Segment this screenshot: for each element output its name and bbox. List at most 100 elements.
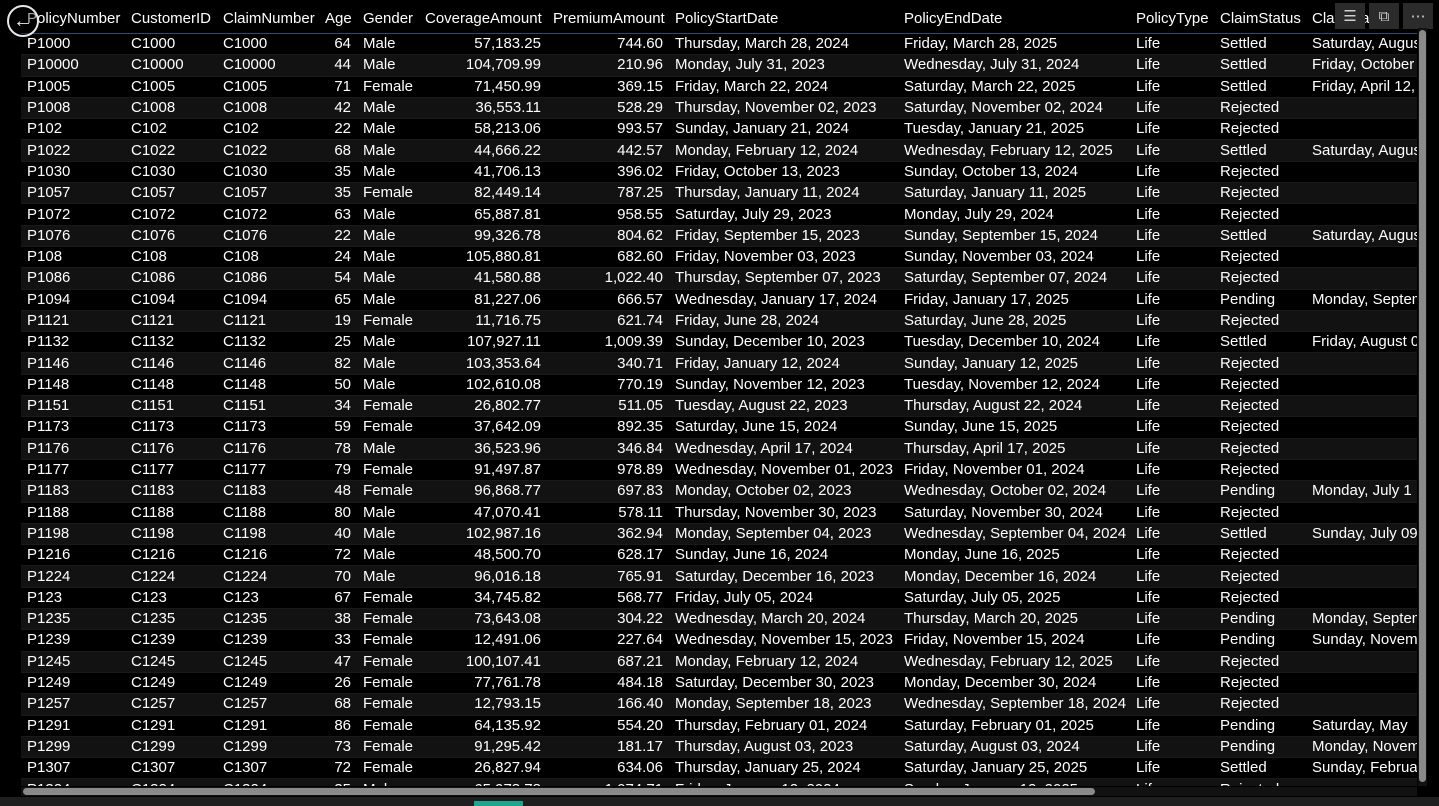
table-cell[interactable]: C10000 bbox=[125, 54, 217, 77]
table-cell[interactable]: 362.94 bbox=[547, 523, 669, 546]
table-cell[interactable]: P102 bbox=[21, 118, 125, 141]
table-cell[interactable]: P1224 bbox=[21, 565, 125, 588]
table-cell[interactable]: 340.71 bbox=[547, 352, 669, 375]
table-cell[interactable]: P1094 bbox=[21, 289, 125, 311]
table-cell[interactable]: 82,449.14 bbox=[419, 182, 547, 205]
table-cell[interactable]: C1151 bbox=[125, 395, 217, 418]
table-cell[interactable]: Wednesday, November 01, 2023 bbox=[669, 459, 898, 482]
table-cell[interactable]: 65,978.78 bbox=[419, 778, 547, 786]
table-cell[interactable]: Male bbox=[357, 331, 419, 354]
table-cell[interactable]: 41,580.88 bbox=[419, 267, 547, 290]
table-cell[interactable]: Rejected bbox=[1214, 565, 1306, 588]
table-cell[interactable]: C1235 bbox=[217, 608, 319, 631]
table-cell[interactable]: 34 bbox=[319, 395, 357, 418]
table-row[interactable]: P1000 C1000 C1000 64 Male 57,183.25 744.60 Thur… bbox=[21, 33, 1417, 56]
table-cell[interactable]: Friday, March 22, 2024 bbox=[669, 76, 898, 98]
table-cell[interactable]: Male bbox=[357, 54, 419, 77]
table-cell[interactable]: 59 bbox=[319, 416, 357, 439]
table-cell[interactable]: P1257 bbox=[21, 693, 125, 716]
table-cell[interactable]: Life bbox=[1130, 395, 1214, 418]
table-cell[interactable]: Rejected bbox=[1214, 416, 1306, 439]
table-cell[interactable]: Thursday, January 11, 2024 bbox=[669, 182, 898, 205]
table-cell[interactable]: Monday, June 16, 2025 bbox=[898, 544, 1130, 567]
table-cell[interactable]: 42 bbox=[319, 97, 357, 120]
table-row[interactable]: P1005 C1005 C1005 71 Female 71,450.99 369.15 Fr… bbox=[21, 76, 1417, 98]
column-header-claim-number[interactable]: ClaimNumber bbox=[217, 4, 319, 34]
table-cell[interactable]: Life bbox=[1130, 523, 1214, 546]
table-cell[interactable]: C1072 bbox=[217, 203, 319, 226]
table-cell[interactable]: P1022 bbox=[21, 139, 125, 162]
table-cell[interactable]: Female bbox=[357, 76, 419, 98]
table-cell[interactable]: Male bbox=[357, 523, 419, 546]
table-cell[interactable]: Thursday, April 17, 2025 bbox=[898, 438, 1130, 460]
table-cell[interactable]: P1198 bbox=[21, 523, 125, 546]
table-cell[interactable]: Monday, September bbox=[1306, 608, 1417, 631]
table-cell[interactable]: C1198 bbox=[125, 523, 217, 546]
table-cell[interactable]: 44 bbox=[319, 54, 357, 77]
table-cell[interactable]: Rejected bbox=[1214, 267, 1306, 290]
table-cell[interactable]: 578.11 bbox=[547, 502, 669, 524]
table-cell[interactable]: P1291 bbox=[21, 715, 125, 737]
table-cell[interactable]: Life bbox=[1130, 374, 1214, 397]
table-cell[interactable]: 978.89 bbox=[547, 459, 669, 482]
table-cell[interactable]: 892.35 bbox=[547, 416, 669, 439]
table-cell[interactable]: Rejected bbox=[1214, 246, 1306, 269]
table-cell[interactable]: Pending bbox=[1214, 480, 1306, 503]
table-cell[interactable]: P1072 bbox=[21, 203, 125, 226]
table-cell[interactable]: P123 bbox=[21, 587, 125, 610]
table-cell[interactable] bbox=[1306, 587, 1417, 610]
table-cell[interactable]: Male bbox=[357, 97, 419, 120]
table-cell[interactable]: 68 bbox=[319, 139, 357, 162]
table-cell[interactable] bbox=[1306, 502, 1417, 524]
table-cell[interactable]: Tuesday, December 10, 2024 bbox=[898, 331, 1130, 354]
table-cell[interactable]: C1000 bbox=[217, 33, 319, 56]
table-cell[interactable]: C1176 bbox=[217, 438, 319, 460]
table-cell[interactable]: Friday, October 13, 2023 bbox=[669, 161, 898, 184]
table-cell[interactable]: Settled bbox=[1214, 76, 1306, 98]
table-cell[interactable]: Thursday, November 02, 2023 bbox=[669, 97, 898, 120]
table-cell[interactable]: Monday, September bbox=[1306, 289, 1417, 311]
table-cell[interactable]: 100,107.41 bbox=[419, 651, 547, 673]
table-cell[interactable]: 41,706.13 bbox=[419, 161, 547, 184]
table-cell[interactable]: Rejected bbox=[1214, 118, 1306, 141]
table-cell[interactable]: 369.15 bbox=[547, 76, 669, 98]
table-cell[interactable]: Male bbox=[357, 289, 419, 311]
table-cell[interactable]: Female bbox=[357, 693, 419, 716]
table-cell[interactable]: C1239 bbox=[125, 629, 217, 652]
table-cell[interactable]: C1132 bbox=[217, 331, 319, 354]
table-cell[interactable]: C1076 bbox=[217, 225, 319, 247]
table-cell[interactable]: 1,074.71 bbox=[547, 778, 669, 786]
table-cell[interactable]: Female bbox=[357, 310, 419, 333]
table-cell[interactable]: Male bbox=[357, 438, 419, 460]
table-cell[interactable]: Rejected bbox=[1214, 587, 1306, 610]
table-cell[interactable]: Tuesday, November 12, 2024 bbox=[898, 374, 1130, 397]
table-cell[interactable]: C1148 bbox=[217, 374, 319, 397]
table-cell[interactable]: Settled bbox=[1214, 139, 1306, 162]
table-cell[interactable]: P1000 bbox=[21, 33, 125, 56]
table-cell[interactable]: C1094 bbox=[125, 289, 217, 311]
table-cell[interactable]: 554.20 bbox=[547, 715, 669, 737]
table-cell[interactable]: Wednesday, April 17, 2024 bbox=[669, 438, 898, 460]
table-cell[interactable]: Sunday, January 21, 2024 bbox=[669, 118, 898, 141]
table-cell[interactable]: Wednesday, September 04, 2024 bbox=[898, 523, 1130, 546]
table-cell[interactable]: Sunday, December 10, 2023 bbox=[669, 331, 898, 354]
table-viewport[interactable]: PolicyNumber CustomerID ClaimNumber Age … bbox=[21, 4, 1417, 786]
table-cell[interactable]: 44,666.22 bbox=[419, 139, 547, 162]
table-cell[interactable]: P1146 bbox=[21, 352, 125, 375]
table-cell[interactable]: Sunday, January 12, 2025 bbox=[898, 352, 1130, 375]
table-cell[interactable]: Monday, February 12, 2024 bbox=[669, 651, 898, 673]
table-cell[interactable]: 35 bbox=[319, 182, 357, 205]
table-cell[interactable]: Saturday, December 16, 2023 bbox=[669, 565, 898, 588]
table-cell[interactable]: 73,643.08 bbox=[419, 608, 547, 631]
table-cell[interactable]: Life bbox=[1130, 459, 1214, 482]
table-cell[interactable]: P1188 bbox=[21, 502, 125, 524]
column-header-coverage-amount[interactable]: CoverageAmount bbox=[419, 4, 547, 34]
table-cell[interactable]: C123 bbox=[217, 587, 319, 610]
more-options-button[interactable]: ⋯ bbox=[1403, 3, 1433, 29]
table-cell[interactable]: Life bbox=[1130, 161, 1214, 184]
table-cell[interactable]: Saturday, August bbox=[1306, 225, 1417, 247]
table-row[interactable]: P1249 C1249 C1249 26 Female 77,761.78 484.18 Sa… bbox=[21, 672, 1417, 695]
table-cell[interactable]: Settled bbox=[1214, 523, 1306, 546]
table-cell[interactable]: Friday, November 01, 2024 bbox=[898, 459, 1130, 482]
table-cell[interactable]: 770.19 bbox=[547, 374, 669, 397]
